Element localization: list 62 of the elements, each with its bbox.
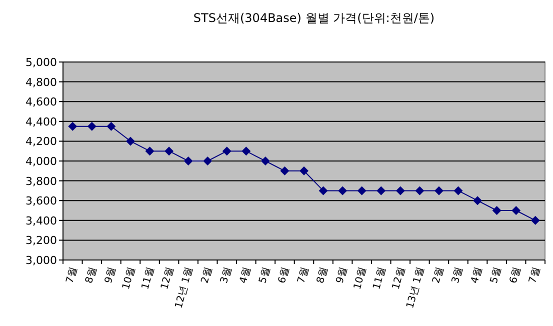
y-tick-label: 4,400 [26,115,57,128]
y-tick-label: 4,600 [26,96,57,109]
y-tick-label: 3,400 [26,214,57,228]
x-tick-label: 12월 [390,266,408,291]
x-tick-label: 12년 1월 [174,266,196,310]
x-tick-label: 4월 [238,266,254,285]
x-tick-label: 12월 [159,266,176,291]
point [376,186,386,196]
point [87,122,96,131]
y-tick-label: 3,600 [26,194,57,208]
y-tick-label: 4,200 [26,135,57,148]
point [396,186,405,196]
y-tick-label: 4,000 [26,155,57,168]
point [318,186,328,196]
point [357,186,366,196]
x-tick-label: 10월 [352,266,369,291]
x-tick-label: 8월 [315,266,330,285]
x-tick-label: 11월 [140,266,157,291]
point [68,122,78,131]
point [260,156,270,166]
x-tick-label: 11월 [372,266,388,291]
x-tick-label: 3월 [450,266,466,285]
x-tick-label: 8월 [84,266,99,285]
point [454,186,463,196]
x-tick-label: 10월 [120,266,138,291]
x-tick-label: 13년 1월 [405,266,427,310]
point [338,186,348,196]
x-tick-label: 7월 [527,266,542,285]
y-tick-label: 4,800 [26,76,57,89]
point [184,156,193,166]
point [222,146,232,156]
chart-title: STS선재(304Base) 월별 가격(단위:천원/톤) [193,11,435,25]
point [492,206,502,215]
point [145,146,154,156]
point [300,166,308,176]
point [164,146,174,156]
x-tick-label: 9월 [334,266,350,285]
point [530,216,540,225]
x-tick-label: 7월 [64,266,80,285]
x-tick-label: 6월 [508,266,523,285]
x-tick-label: 2월 [430,266,446,285]
x-tick-label: 5월 [488,266,504,285]
x-tick-label: 2월 [200,266,214,285]
y-tick-label: 3,200 [26,234,57,248]
x-tick-label: 7월 [296,266,311,285]
x-tick-label: 6월 [276,266,292,285]
point [434,186,444,196]
y-tick-label: 5,000 [26,56,57,69]
y-tick-label: 3,800 [26,174,57,188]
point [126,136,135,146]
point [473,196,482,206]
x-tick-label: 5월 [257,266,272,285]
point [512,206,521,215]
y-tick-label: 3,000 [26,254,57,267]
x-tick-label: 3월 [218,266,234,285]
x-tick-label: 9월 [103,266,118,285]
point [242,146,251,156]
point [415,186,424,196]
point [280,166,290,176]
point [203,156,212,166]
point [106,122,116,131]
x-tick-label: 4월 [470,266,484,285]
